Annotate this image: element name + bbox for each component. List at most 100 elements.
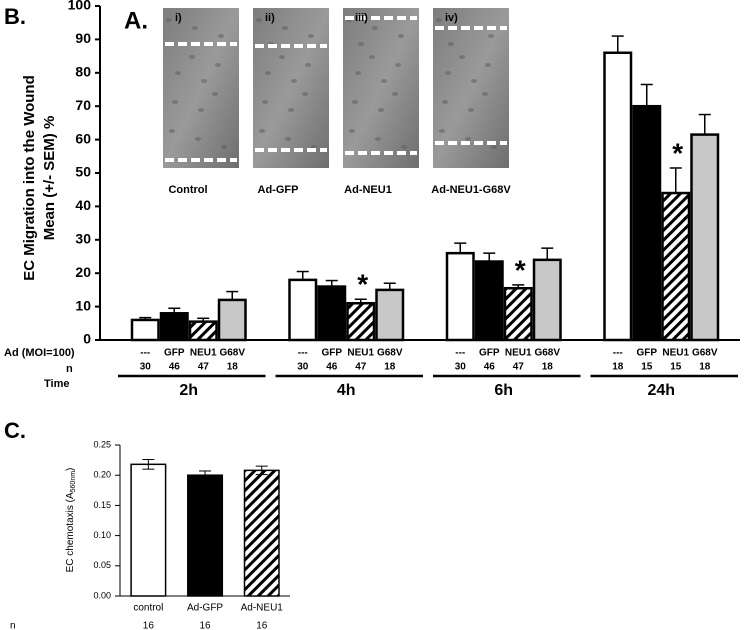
image-label: iii) xyxy=(355,12,368,24)
cell-texture xyxy=(465,137,471,141)
title-part: ) xyxy=(65,468,76,471)
cell-texture xyxy=(256,18,262,22)
bar-label: NEU1 xyxy=(662,348,689,359)
bar xyxy=(532,258,562,342)
cell-texture xyxy=(308,34,314,38)
error-bar xyxy=(640,83,653,107)
cell-texture xyxy=(195,137,201,141)
cell-texture xyxy=(288,108,294,112)
panel-label: B. xyxy=(4,4,26,29)
bar xyxy=(317,285,347,342)
bar-label: --- xyxy=(140,348,150,359)
cell-texture xyxy=(488,34,494,38)
error-bar xyxy=(611,35,624,53)
bar-label: GFP xyxy=(479,348,500,359)
bar xyxy=(346,302,376,342)
cell-texture xyxy=(471,79,477,83)
bar-label: NEU1 xyxy=(347,348,374,359)
y-tick-label: 0.25 xyxy=(93,439,111,449)
cell-texture xyxy=(482,92,488,96)
cell-texture xyxy=(439,129,445,133)
bar xyxy=(159,312,189,342)
cell-texture xyxy=(445,71,451,75)
error-bar xyxy=(139,316,152,320)
cell-texture xyxy=(442,100,448,104)
error-bar xyxy=(255,465,268,476)
error-bar xyxy=(512,284,525,289)
y-tick-label: 20 xyxy=(75,264,91,280)
cell-texture xyxy=(352,100,358,104)
row-label: Time xyxy=(44,378,69,390)
n-label: 18 xyxy=(612,362,624,373)
n-label: 47 xyxy=(355,362,367,373)
n-label: 18 xyxy=(542,362,554,373)
cell-texture xyxy=(358,42,364,46)
image-caption: Ad-GFP xyxy=(258,184,299,196)
bar-label: G68V xyxy=(219,348,245,359)
panel-label: A. xyxy=(124,7,148,34)
y-tick-label: 0.10 xyxy=(93,530,111,540)
panel-label: C. xyxy=(4,418,26,443)
bar xyxy=(503,286,533,342)
cell-texture xyxy=(459,55,465,59)
n-label: 46 xyxy=(484,362,496,373)
bar xyxy=(474,260,504,342)
error-bar xyxy=(325,279,338,287)
bar xyxy=(632,104,662,342)
image-label: i) xyxy=(175,12,182,24)
cell-texture xyxy=(172,100,178,104)
bar xyxy=(243,469,280,597)
error-bar xyxy=(226,290,239,300)
n-label: 30 xyxy=(297,362,309,373)
bar xyxy=(130,318,160,342)
bar xyxy=(187,474,224,597)
error-bar xyxy=(454,242,467,254)
x-tick-label: 24h xyxy=(647,382,675,399)
micrograph xyxy=(343,8,419,168)
error-bar xyxy=(197,317,210,322)
bar-label: G68V xyxy=(377,348,403,359)
cell-texture xyxy=(215,63,221,67)
cell-texture xyxy=(282,26,288,30)
cell-texture xyxy=(198,108,204,112)
cell-texture xyxy=(175,71,181,75)
cell-texture xyxy=(221,145,227,149)
significance-marker: * xyxy=(515,254,526,285)
cell-texture xyxy=(262,100,268,104)
row-label: n xyxy=(10,621,16,630)
n-label: 30 xyxy=(455,362,467,373)
n-label: 15 xyxy=(641,362,653,373)
error-bar xyxy=(483,252,496,262)
n-label: 18 xyxy=(699,362,711,373)
n-label: 18 xyxy=(384,362,396,373)
cell-texture xyxy=(491,145,497,149)
cell-texture xyxy=(401,145,407,149)
error-bar xyxy=(296,270,309,280)
row-label: n xyxy=(66,363,73,375)
bar xyxy=(445,251,475,342)
y-axis-title: EC chemotaxis (A560nm) xyxy=(65,468,77,573)
y-tick-label: 90 xyxy=(75,30,91,46)
title-subscript: 560nm xyxy=(70,471,77,493)
error-bar xyxy=(168,307,181,314)
cell-texture xyxy=(378,108,384,112)
bar-label: NEU1 xyxy=(190,348,217,359)
n-label: 46 xyxy=(326,362,338,373)
y-tick-label: 50 xyxy=(75,164,91,180)
cell-texture xyxy=(302,92,308,96)
y-tick-label: 0.20 xyxy=(93,470,111,480)
significance-marker: * xyxy=(357,269,368,300)
x-tick-label: 6h xyxy=(494,382,513,399)
x-tick-label: control xyxy=(133,603,163,614)
y-tick-label: 0 xyxy=(83,331,91,347)
cell-texture xyxy=(259,129,265,133)
x-tick-label: Ad-GFP xyxy=(187,603,223,614)
error-bar xyxy=(354,298,367,304)
n-label: 16 xyxy=(199,621,211,630)
y-tick-label: 0.00 xyxy=(93,590,111,600)
cell-texture xyxy=(166,18,172,22)
cell-texture xyxy=(169,129,175,133)
cell-texture xyxy=(381,79,387,83)
y-axis-title-line: Mean (+/- SEM) % xyxy=(41,116,58,241)
